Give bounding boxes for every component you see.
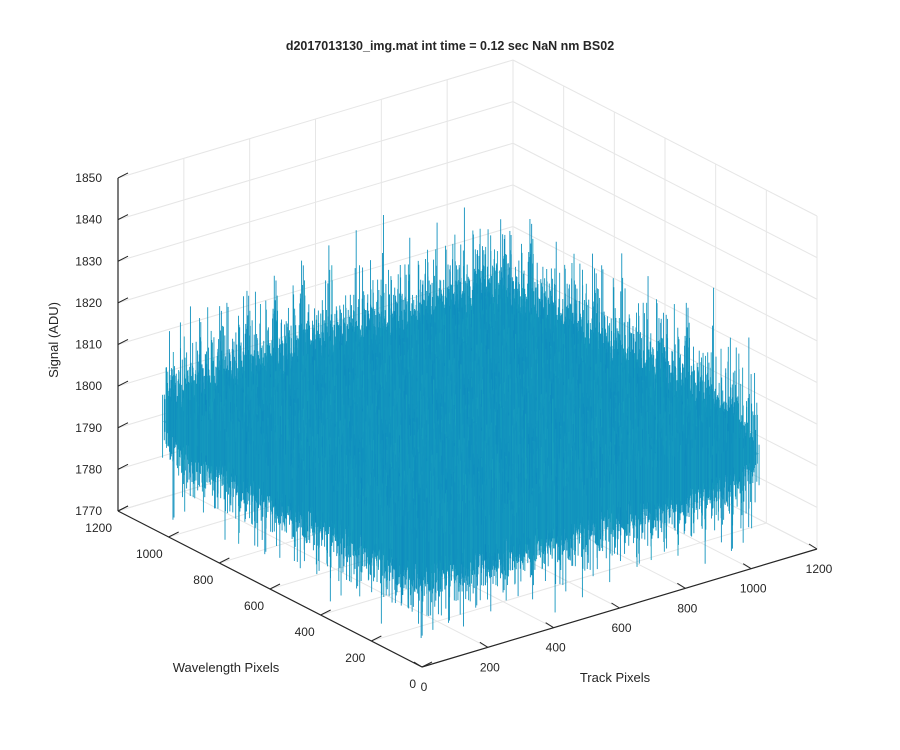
side-wall-grid-z (512, 267, 818, 425)
side-wall-grid-z (512, 184, 818, 342)
side-wall-grid-z (512, 142, 818, 300)
back-wall-grid-z (117, 226, 514, 345)
back-wall-grid-z (117, 142, 514, 262)
back-wall-grid-z (117, 101, 514, 221)
surface-mesh (162, 207, 760, 639)
back-wall-grid-z (117, 184, 514, 304)
back-wall-grid-z (117, 59, 514, 179)
side-wall-grid-z (512, 101, 818, 259)
side-wall-grid-z (512, 226, 818, 383)
side-wall-grid-z (512, 59, 818, 217)
floor-grid-y (371, 522, 767, 642)
